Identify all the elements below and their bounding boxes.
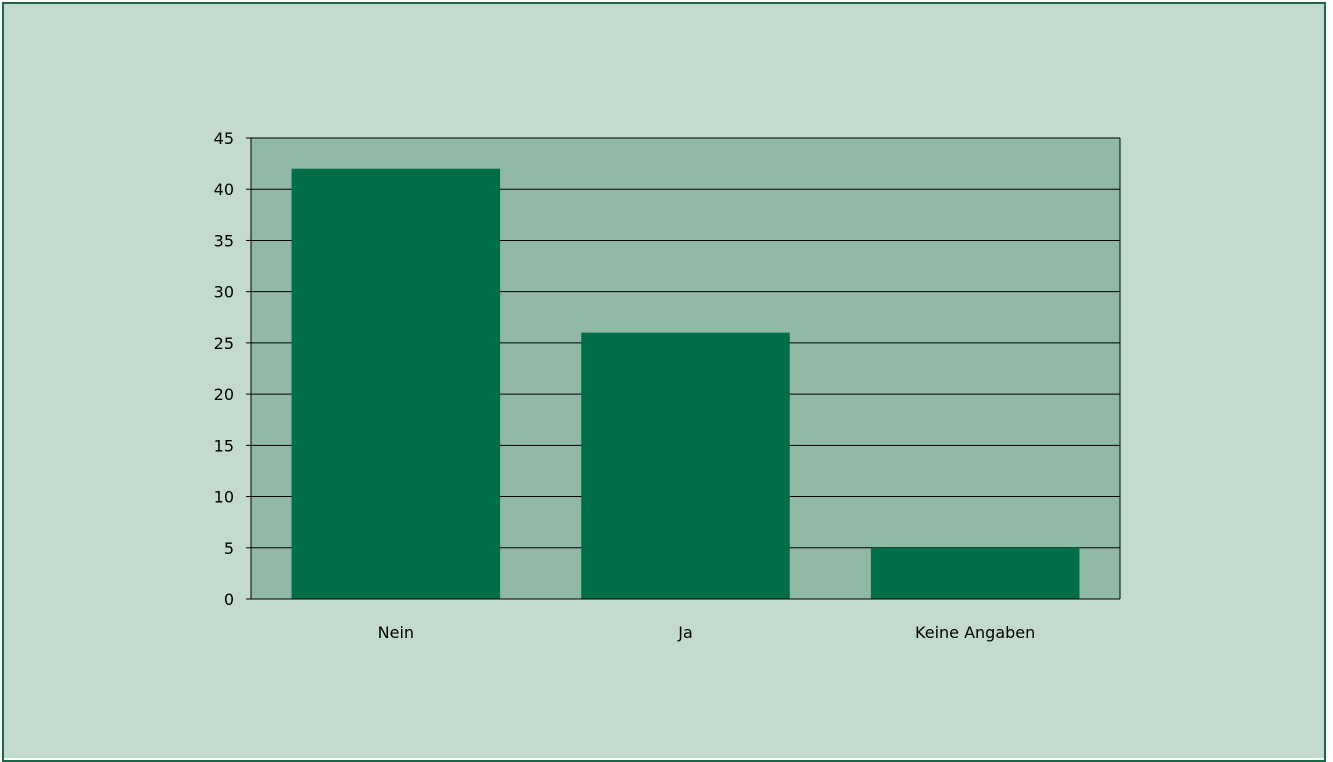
y-tick-label-20: 20 xyxy=(214,385,234,404)
x-category-label-keine-angaben: Keine Angaben xyxy=(915,623,1035,642)
y-tick-label-25: 25 xyxy=(214,334,234,353)
y-tick-label-30: 30 xyxy=(214,283,234,302)
axes xyxy=(246,137,1121,600)
x-category-label-ja: Ja xyxy=(677,623,693,642)
y-axis-tick-labels: 0 5 10 15 20 25 30 35 40 45 xyxy=(214,129,234,609)
y-tick-label-0: 0 xyxy=(224,590,234,609)
x-axis-category-labels: Nein Ja Keine Angaben xyxy=(378,623,1036,642)
y-tick-label-40: 40 xyxy=(214,180,234,199)
bar-keine-angaben xyxy=(870,547,1080,599)
bar-nein xyxy=(291,168,501,599)
y-tick-label-15: 15 xyxy=(214,436,234,455)
y-tick-label-35: 35 xyxy=(214,231,234,250)
bar-ja xyxy=(581,332,790,599)
y-tick-label-5: 5 xyxy=(224,539,234,558)
y-tick-label-45: 45 xyxy=(214,129,234,148)
bars xyxy=(291,168,1080,599)
y-tick-label-10: 10 xyxy=(214,488,234,507)
x-category-label-nein: Nein xyxy=(378,623,414,642)
